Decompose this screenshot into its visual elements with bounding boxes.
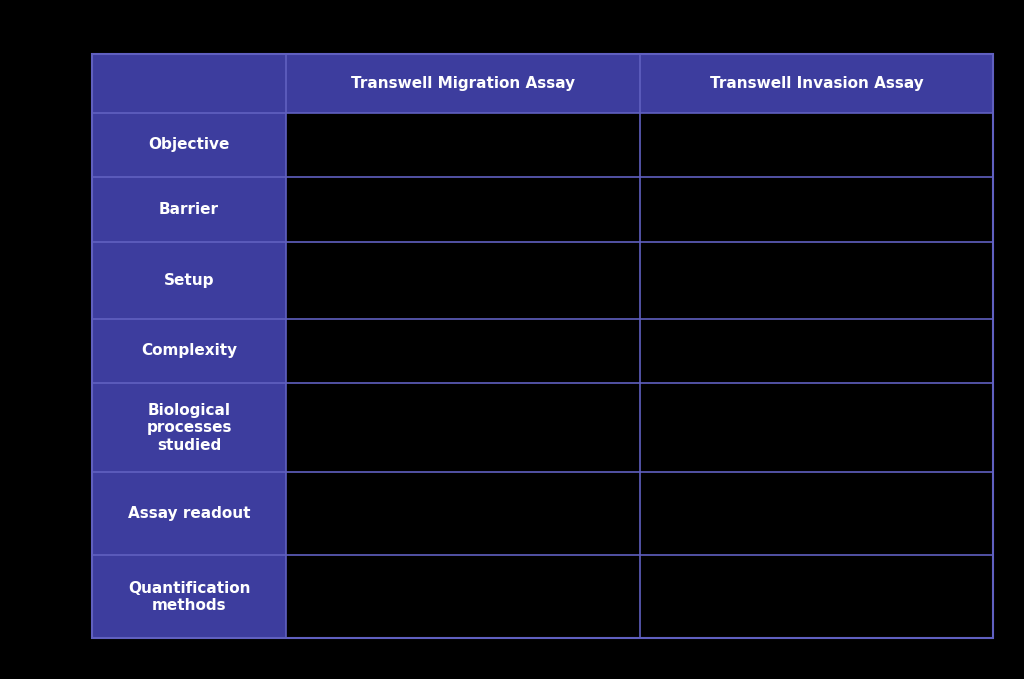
Text: Quantification
methods: Quantification methods [128,581,250,613]
Bar [640,318,993,383]
Bar [640,113,993,177]
Bar [92,473,286,555]
Bar [286,555,640,638]
Text: Assay readout: Assay readout [128,507,250,521]
Bar [286,383,640,473]
Bar [286,242,640,318]
Text: Biological
processes
studied: Biological processes studied [146,403,231,453]
Bar [92,113,286,177]
Text: Objective: Objective [148,137,229,153]
Bar [640,473,993,555]
Bar [286,177,640,242]
Bar [92,383,286,473]
Text: Barrier: Barrier [159,202,219,217]
Bar [640,242,993,318]
Text: Complexity: Complexity [141,344,238,359]
Bar [92,177,286,242]
Bar [640,555,993,638]
Text: Setup: Setup [164,273,214,288]
Bar [92,242,286,318]
Bar [286,318,640,383]
Bar [92,54,993,113]
Bar [92,54,993,638]
Bar [92,555,286,638]
Bar [640,177,993,242]
Text: Transwell Migration Assay: Transwell Migration Assay [350,76,574,91]
Text: Transwell Invasion Assay: Transwell Invasion Assay [710,76,924,91]
Bar [640,383,993,473]
Bar [286,473,640,555]
Bar [286,113,640,177]
Bar [92,318,286,383]
